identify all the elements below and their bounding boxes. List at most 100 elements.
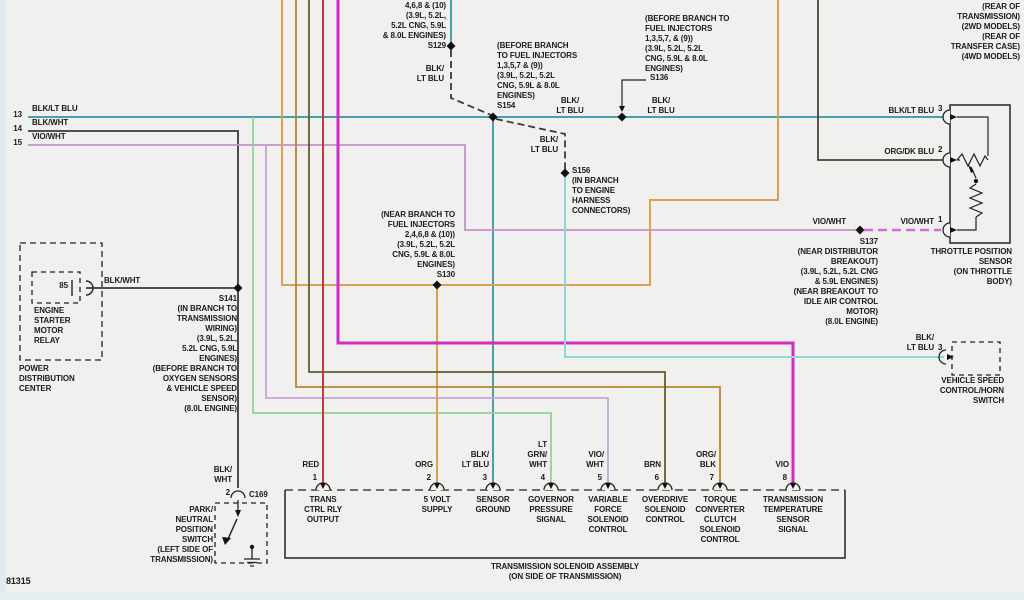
tsa-pin7-wire-label: ORG/ BLK [695,450,716,469]
tsa-pin6-number: 6 [654,473,659,482]
wire-pin4-lt-grn-wht [252,117,552,484]
wire-label-s136-right: BLK/ LT BLU [647,96,675,115]
tsa-pin6-arrow-icon [662,483,668,489]
note-s136-id: S136 [650,73,669,82]
tps-pin1-number: 1 [938,215,943,224]
tsa-pin3-number: 3 [482,473,487,482]
wire-14-blk-wht [28,130,239,488]
tsa-pin5-number: 5 [597,473,602,482]
tsa-pin4-wire-label: LT GRN/ WHT [527,440,547,469]
wire-dashed-s129-s154 [450,50,492,116]
tps-internal-top-line [957,116,989,156]
tsa-pin8-wire-label: VIO [775,460,790,469]
tsa-pin4-function: GOVERNOR PRESSURE SIGNAL [528,495,574,524]
splice-s154-dot [488,112,498,122]
note-s136: (BEFORE BRANCH TO FUEL INJECTORS 1,3,5,7… [645,14,730,73]
pn-switch-name: PARK/ NEUTRAL POSITION SWITCH (LEFT SIDE… [150,505,213,564]
c169-connector-bracket [230,490,246,499]
wire-pin6-brn [308,0,666,484]
note-s141: S141 (IN BRANCH TO TRANSMISSION WIRING) … [152,294,237,413]
edge-tint-left [0,0,6,600]
tsa-name: TRANSMISSION SOLENOID ASSEMBLY (ON SIDE … [491,562,639,581]
tps-pin1-arrow-icon [950,227,957,233]
tps-pin3-number: 3 [938,104,943,113]
left-pin14-number: 14 [13,124,22,133]
note-s156: S156 (IN BRANCH TO ENGINE HARNESS CONNEC… [572,166,631,215]
splice-s137-dot [855,225,865,235]
tsa-pin7-function: TORQUE CONVERTER CLUTCH SOLENOID CONTROL [695,495,745,544]
tsa-pin3-arrow-icon [490,483,496,489]
tsa-pin1-arrow-icon [320,483,326,489]
wire-label-s154-s136: BLK/ LT BLU [556,96,584,115]
tsa-pin3-function: SENSOR GROUND [475,495,511,514]
vss-pin-number: 3 [938,343,943,352]
tsa-pin4-arrow-icon [548,483,554,489]
pn-pin-number: 2 [225,488,230,497]
pdc-name: POWER DISTRIBUTION CENTER [19,364,75,393]
tps-pin3-bracket [942,109,951,125]
note-s154: (BEFORE BRANCH TO FUEL INJECTORS 1,3,5,7… [497,41,578,110]
tsa-pin5-wire-label: VIO/ WHT [586,450,604,469]
left-pin15-number: 15 [13,138,22,147]
wire-label-s156-branch: BLK/ LT BLU [530,135,558,154]
splice-s136-dot [617,112,627,122]
tsa-pin1-function: TRANS CTRL RLY OUTPUT [304,495,342,524]
c169-connector-label: C169 [249,490,268,499]
tsa-pin5-arrow-icon [605,483,611,489]
wire-pin7-org-blk [295,0,721,484]
vehicle-speed-switch-box [951,341,1001,376]
relay-terminal-bracket [85,280,94,296]
vss-pin-bracket [938,349,947,365]
s136-arrow-icon [619,106,625,112]
tps-internal-bottom-line [957,217,977,231]
tsa-pin6-wire-label: BRN [643,460,661,469]
tsa-box [284,490,846,559]
wire-15-vio-wht [28,144,856,231]
tps-pin2-bracket [942,152,951,168]
note-rear-of-transmission: (REAR OF TRANSMISSION) (2WD MODELS) (REA… [950,2,1020,61]
wire-label-relay: BLK/WHT [104,276,141,285]
s136-leader-line [621,79,646,106]
vss-pin-wire-label: BLK/ LT BLU [906,333,934,352]
tps-resistor-horizontal [956,152,989,168]
tps-pin2-arrow-icon [950,157,957,163]
wire-org-bus [281,0,779,286]
tps-pin1-bracket [942,222,951,238]
splice-s141-dot [233,283,243,293]
park-neutral-switch-box [214,502,268,564]
tsa-pin1-number: 1 [312,473,317,482]
tsa-pin1-wire-label: RED [302,460,319,469]
tps-pin1-wire-label: VIO/WHT [900,217,934,226]
wire-org-dk-blu [817,0,944,161]
wire-dashed-s154-s156 [495,118,566,169]
pn-entry-arrow-icon [235,510,241,517]
tps-pin2-number: 2 [938,145,943,154]
tps-pin3-arrow-icon [950,114,957,120]
tps-pin3-wire-label: BLK/LT BLU [888,106,934,115]
splice-s129-dot [446,41,456,51]
left-pin14-wire-label: BLK/WHT [32,118,69,127]
tsa-pin3-wire-label: BLK/ LT BLU [461,450,489,469]
wire-label-s137-left: VIO/WHT [812,217,846,226]
splice-s156-dot [560,168,570,178]
power-distribution-center-box [19,242,103,361]
diagram-id: 81315 [6,576,31,586]
tps-resistor-vertical [968,183,984,218]
pn-switch-lever [227,518,238,540]
engine-starter-motor-relay-box [31,271,81,304]
tps-name: THROTTLE POSITION SENSOR (ON THROTTLE BO… [930,247,1013,286]
pn-wire-label: BLK/ WHT [213,465,232,484]
tsa-pin7-arrow-icon [717,483,723,489]
edge-tint-bottom [0,592,1024,600]
wire-label-s129-branch: BLK/ LT BLU [416,64,444,83]
tps-wiper-dot [973,178,979,184]
tsa-pin6-function: OVERDRIVE SOLENOID CONTROL [641,495,689,524]
tsa-pin8-arrow-icon [790,483,796,489]
vss-pin-arrow-icon [947,354,954,360]
tsa-pin2-function: 5 VOLT SUPPLY [421,495,453,514]
note-s129: 4,6,8 & (10) (3.9L, 5.2L, 5.2L CNG, 5.9L… [382,1,446,50]
splice-s130-dot [432,280,442,290]
tsa-pin8-function: TRANSMISSION TEMPERATURE SENSOR SIGNAL [762,495,824,534]
